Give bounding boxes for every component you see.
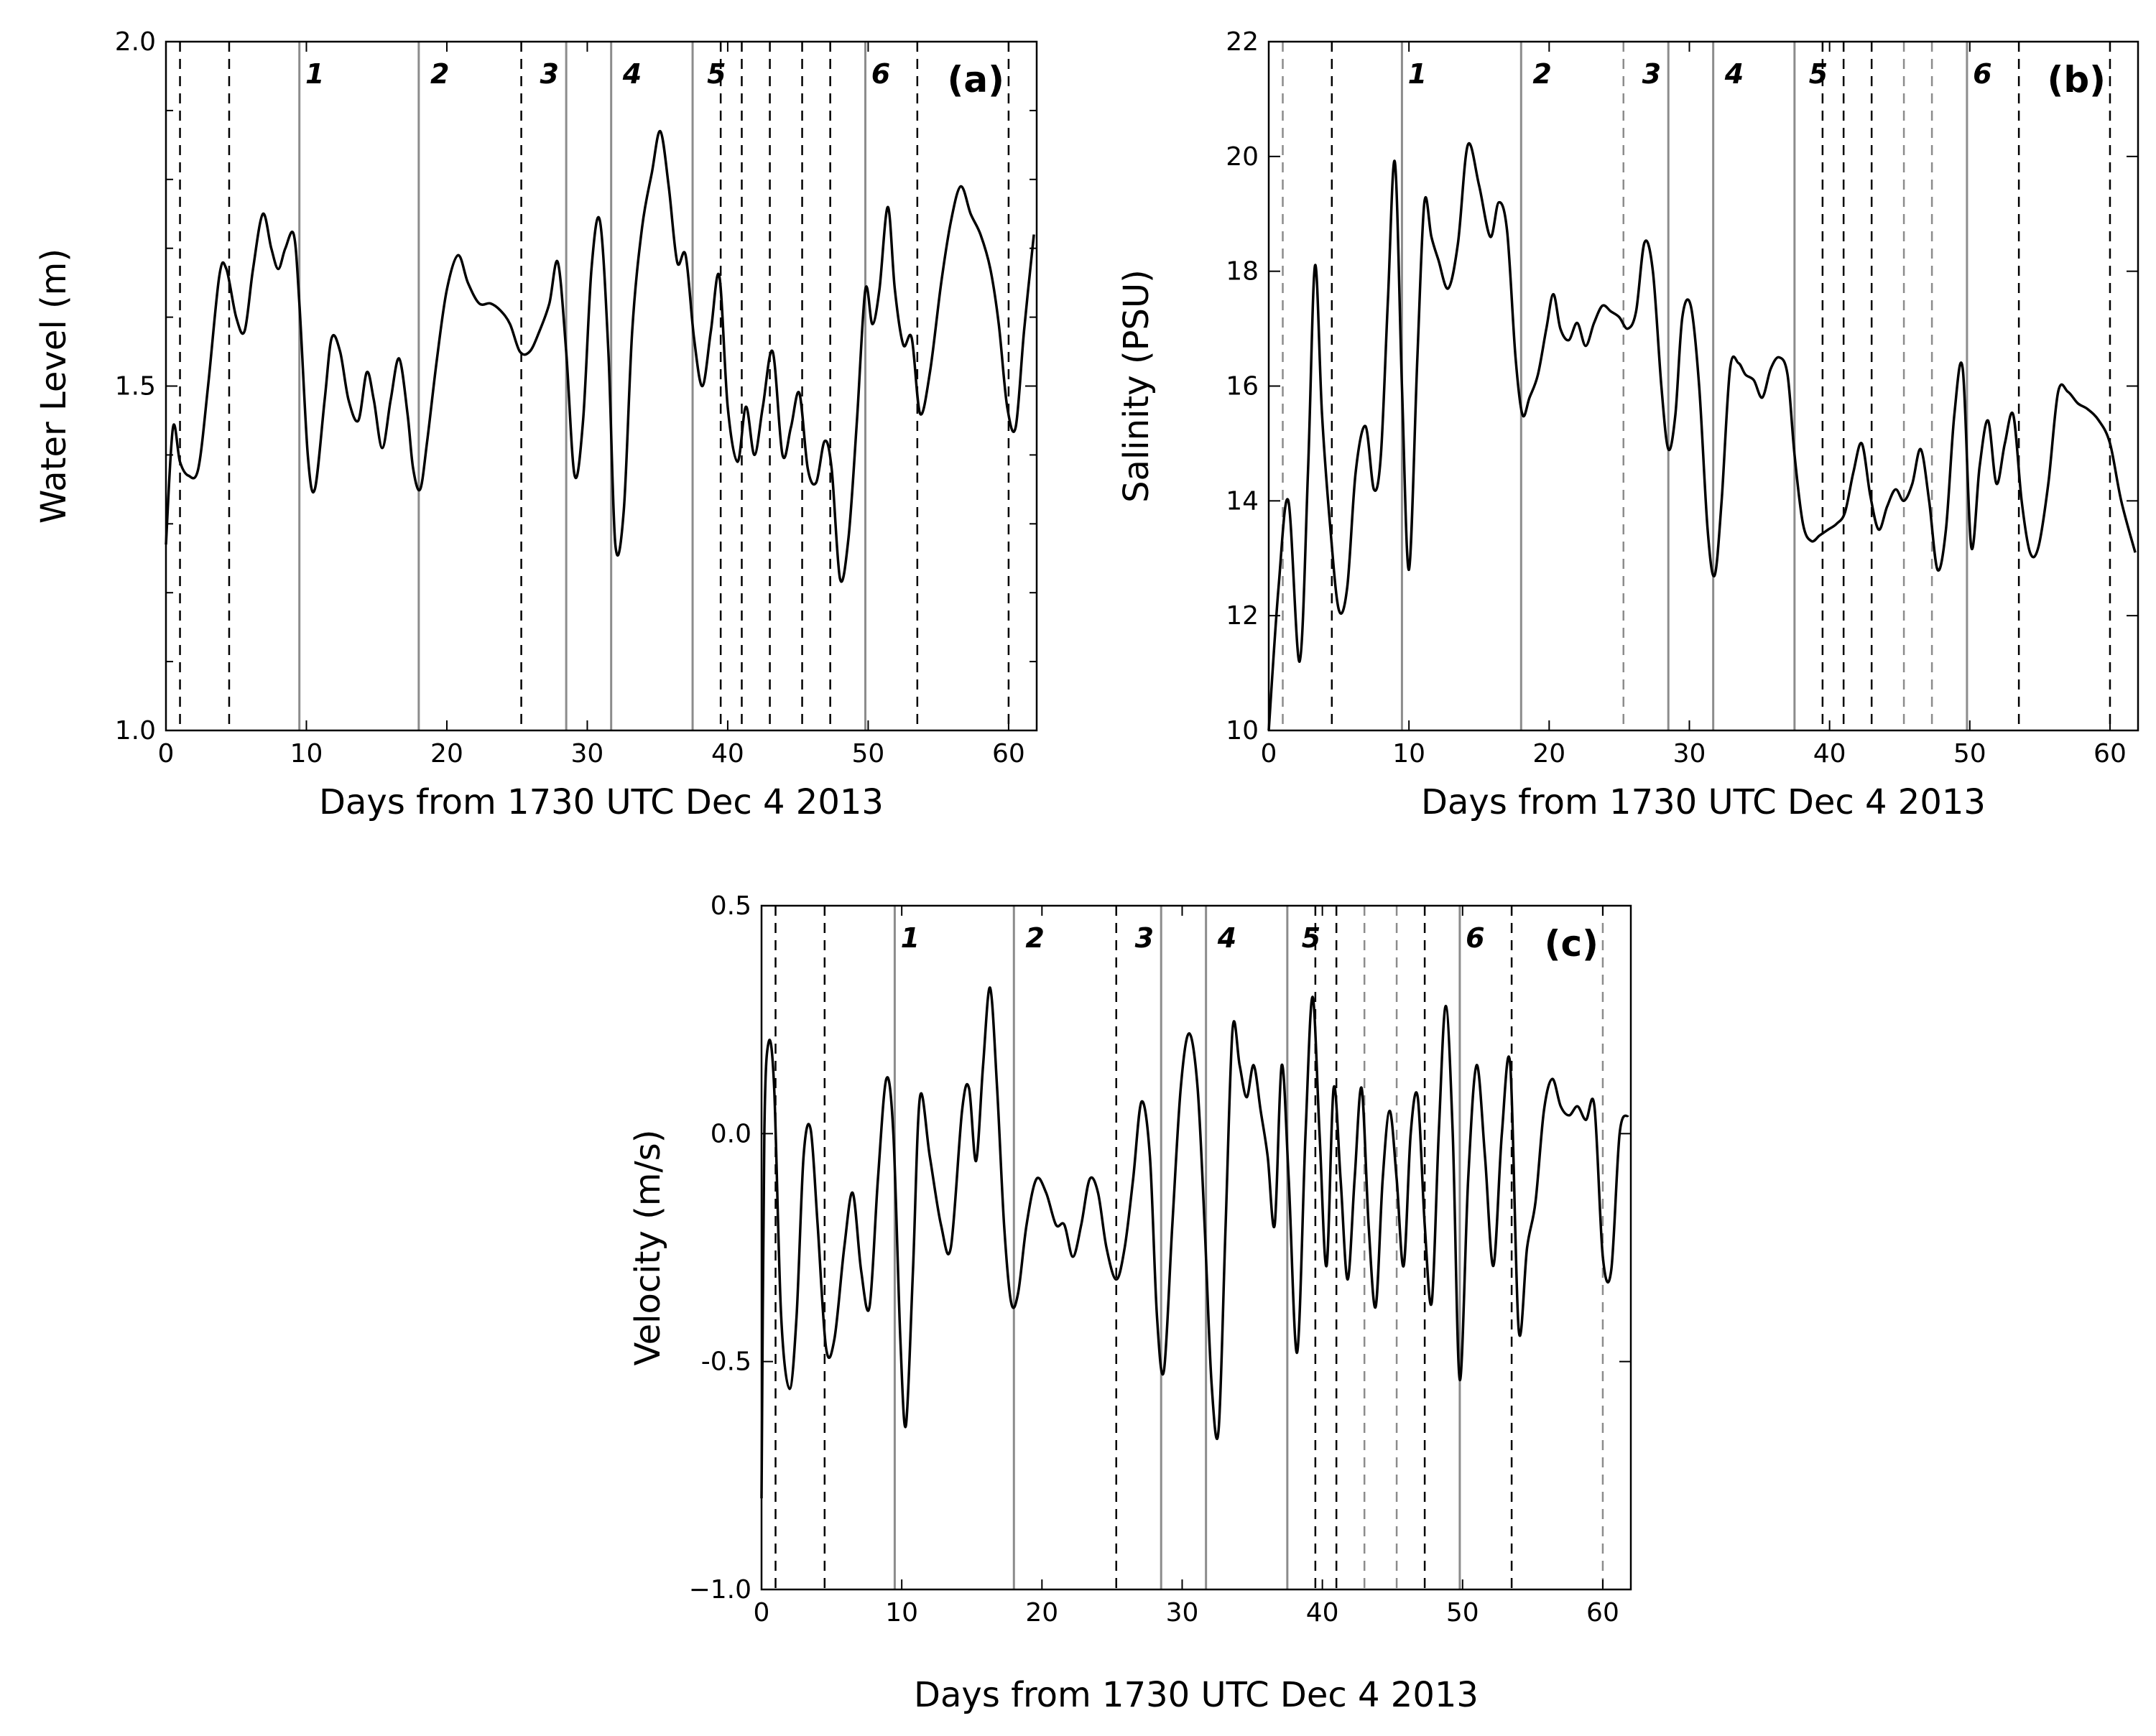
y-tick-label: 16 xyxy=(1226,372,1259,401)
x-tick-label: 40 xyxy=(711,739,744,769)
event-number-label: 6 xyxy=(871,58,890,90)
plot-frame xyxy=(760,904,1632,1591)
event-number-label: 4 xyxy=(1217,922,1236,954)
x-tick-label: 30 xyxy=(1166,1598,1199,1628)
y-tick-label: −1.0 xyxy=(689,1575,751,1605)
series-line-b xyxy=(1267,141,2137,731)
x-tick-label: 0 xyxy=(158,739,175,769)
plot-frame xyxy=(165,40,1038,732)
x-tick-label: 10 xyxy=(885,1598,918,1628)
y-axis-label: Velocity (m/s) xyxy=(628,1130,668,1366)
event-number-label: 1 xyxy=(1408,58,1427,90)
event-number-label: 2 xyxy=(1532,58,1551,90)
y-tick-label: 2.0 xyxy=(115,27,156,57)
y-tick-label: -0.5 xyxy=(701,1347,751,1377)
panel-label: (b) xyxy=(2048,59,2106,101)
x-tick-label: 0 xyxy=(1261,739,1277,769)
x-tick-label: 60 xyxy=(1586,1598,1619,1628)
x-tick-label: 60 xyxy=(2093,739,2127,769)
panel-a: 0 10 20 30 40 50 60 1.0 1.5 2.0 Days from 1730 UTC… xyxy=(34,27,1038,822)
panel-label: (c) xyxy=(1545,923,1599,965)
series-line-c xyxy=(760,986,1629,1499)
panel-label: (a) xyxy=(948,59,1004,101)
y-tick-label: 0.0 xyxy=(711,1119,751,1148)
x-tick-label: 10 xyxy=(290,739,323,769)
x-tick-label: 20 xyxy=(430,739,463,769)
event-number-label: 5 xyxy=(707,58,726,90)
event-number-label: 5 xyxy=(1809,58,1828,90)
x-tick-label: 50 xyxy=(1953,739,1986,769)
x-tick-label: 50 xyxy=(1446,1598,1479,1628)
y-tick-label: 1.0 xyxy=(115,716,156,746)
x-axis-label: Days from 1730 UTC Dec 4 2013 xyxy=(914,1675,1479,1715)
x-tick-label: 40 xyxy=(1813,739,1846,769)
event-number-label: 4 xyxy=(1724,58,1744,90)
event-number-label: 4 xyxy=(622,58,642,90)
x-tick-label: 30 xyxy=(1673,739,1706,769)
event-number-label: 3 xyxy=(540,58,558,90)
y-tick-label: 20 xyxy=(1226,142,1259,172)
y-axis-label: Water Level (m) xyxy=(34,249,74,524)
y-tick-label: 22 xyxy=(1226,27,1259,57)
event-number-label: 6 xyxy=(1466,922,1484,954)
panel-c: 0 10 20 30 40 50 60 −1.0 -0.5 0.0 0.5 Days from 173… xyxy=(628,891,1632,1715)
event-number-label: 1 xyxy=(901,922,920,954)
x-tick-label: 60 xyxy=(992,739,1025,769)
y-tick-label: 1.5 xyxy=(115,372,156,401)
y-tick-label: 10 xyxy=(1226,716,1259,746)
x-tick-label: 30 xyxy=(571,739,604,769)
event-number-label: 5 xyxy=(1302,922,1320,954)
event-number-label: 3 xyxy=(1642,58,1661,90)
x-tick-label: 10 xyxy=(1392,739,1425,769)
event-number-label: 6 xyxy=(1973,58,1991,90)
y-tick-label: 0.5 xyxy=(711,891,751,921)
x-tick-label: 50 xyxy=(852,739,885,769)
x-axis-label: Days from 1730 UTC Dec 4 2013 xyxy=(319,782,884,822)
x-tick-label: 20 xyxy=(1532,739,1565,769)
series-line-a xyxy=(165,129,1035,583)
y-tick-label: 18 xyxy=(1226,257,1259,287)
y-tick-label: 14 xyxy=(1226,486,1259,516)
x-tick-label: 20 xyxy=(1025,1598,1058,1628)
x-tick-label: 40 xyxy=(1306,1598,1339,1628)
event-number-label: 2 xyxy=(430,58,449,90)
event-number-label: 2 xyxy=(1025,922,1044,954)
x-axis-label: Days from 1730 UTC Dec 4 2013 xyxy=(1421,782,1986,822)
x-tick-label: 0 xyxy=(754,1598,770,1628)
event-number-label: 3 xyxy=(1135,922,1154,954)
y-axis-label: Salinity (PSU) xyxy=(1116,269,1157,503)
event-number-label: 1 xyxy=(305,58,324,90)
plot-frame xyxy=(1267,40,2139,732)
y-tick-label: 12 xyxy=(1226,601,1259,631)
